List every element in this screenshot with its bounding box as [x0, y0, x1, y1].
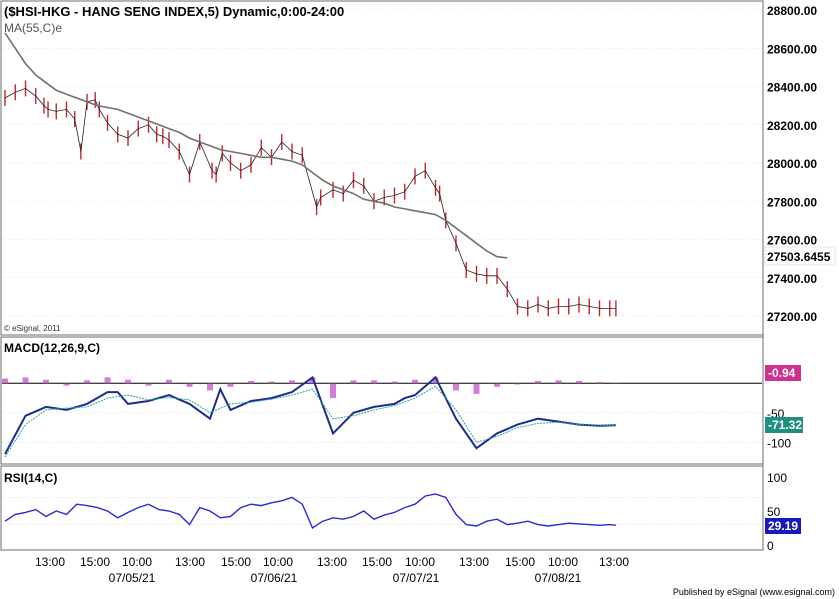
- x-date-label: 07/08/21: [535, 571, 582, 585]
- footer-credit: Published by eSignal (www.esignal.com): [673, 587, 835, 597]
- x-time-label: 13:00: [599, 555, 629, 569]
- price-grid: [2, 9, 762, 317]
- x-time-label: 15:00: [362, 555, 392, 569]
- macd-histogram-bar: [514, 383, 521, 385]
- price-tick-label: 28200.00: [767, 119, 817, 133]
- rsi-grid: [2, 497, 762, 525]
- signal-line: [4, 385, 616, 458]
- signal-value: -71.32: [768, 418, 802, 432]
- macd-histogram-bar: [84, 380, 90, 384]
- macd-value-badge: -0.94: [765, 365, 801, 381]
- macd-histogram-bar: [289, 380, 295, 384]
- macd-histogram-bar: [104, 377, 111, 384]
- price-tick-label: 28800.00: [767, 4, 817, 18]
- x-time-label: 15:00: [505, 555, 535, 569]
- price-tick-label: 27400.00: [767, 272, 817, 286]
- macd-histogram-bar: [330, 383, 336, 399]
- price-tick-label: 27200.00: [767, 310, 817, 324]
- x-time-label: 10:00: [122, 555, 152, 569]
- macd-panel-frame: [0, 336, 764, 465]
- macd-histogram-bar: [166, 379, 172, 384]
- chart-title: ($HSI-HKG - HANG SENG INDEX,5) Dynamic,0…: [4, 4, 344, 19]
- x-date-label: 07/05/21: [109, 571, 156, 585]
- price-tick-label: 28000.00: [767, 157, 817, 171]
- rsi-line: [4, 493, 616, 530]
- macd-histogram-bar: [596, 382, 603, 384]
- rsi-tick-labels: 100 50 0: [767, 471, 787, 553]
- macd-histogram-bar: [555, 380, 562, 384]
- x-date-label: 07/07/21: [393, 571, 440, 585]
- macd-histogram-bar: [2, 378, 8, 384]
- macd-histogram-bar: [22, 377, 29, 384]
- macd-histogram-bar: [309, 377, 316, 384]
- x-date-label: 07/06/21: [251, 571, 298, 585]
- price-last-value-badge: 27503.6455: [764, 246, 836, 266]
- rsi-title: RSI(14,C): [4, 471, 57, 485]
- macd-histogram-bar: [473, 383, 480, 394]
- macd-histogram-bar: [432, 377, 439, 384]
- macd-histogram-bar: [371, 380, 377, 384]
- macd-histogram-bar: [207, 383, 213, 391]
- price-tick-label: 28600.00: [767, 42, 817, 56]
- price-tick-label: 28400.00: [767, 81, 817, 95]
- ma-line: [4, 32, 508, 259]
- rsi-panel-frame: [0, 465, 764, 551]
- x-time-label: 15:00: [80, 555, 110, 569]
- macd-histogram-bar: [494, 383, 500, 387]
- price-tick-label: 27600.00: [767, 234, 817, 248]
- macd-histogram-bar: [350, 380, 357, 384]
- macd-series: [2, 375, 619, 458]
- macd-title: MACD(12,26,9,C): [4, 341, 100, 355]
- x-axis-labels: 13:00 15:00 10:00 13:00 15:00 10:00 13:00 15:00…: [35, 555, 629, 585]
- copyright-text: © eSignal, 2011: [4, 324, 61, 333]
- x-time-label: 10:00: [405, 555, 435, 569]
- ma-label: MA(55,C)e: [4, 21, 62, 35]
- price-tick-labels: 28800.00 28600.00 28400.00 28200.00 28000.00…: [767, 4, 817, 324]
- macd-histogram-bar: [43, 379, 49, 384]
- macd-histogram-bar: [145, 383, 152, 386]
- x-time-label: 15:00: [221, 555, 251, 569]
- price-tick-label: 27800.00: [767, 195, 817, 209]
- macd-tick-label: -100: [767, 436, 791, 450]
- macd-histogram-bar: [391, 381, 398, 384]
- signal-value-badge: -71.32: [765, 417, 803, 433]
- macd-value: -0.94: [768, 366, 796, 380]
- macd-histogram-bar: [248, 380, 254, 384]
- price-line: [4, 87, 616, 309]
- x-time-label: 13:00: [35, 555, 65, 569]
- macd-histogram-bar: [612, 383, 619, 384]
- macd-histogram-bar: [63, 383, 70, 386]
- x-time-label: 10:00: [263, 555, 293, 569]
- price-panel-frame: [0, 0, 764, 336]
- macd-histogram-bar: [576, 380, 582, 384]
- macd-histogram-bar: [125, 379, 131, 384]
- price-series: [4, 32, 617, 317]
- macd-histogram-bar: [412, 379, 418, 384]
- price-last-value: 27503.6455: [767, 250, 831, 264]
- macd-histogram-bar: [186, 383, 193, 387]
- x-time-label: 10:00: [548, 555, 578, 569]
- macd-histogram-bar: [227, 383, 234, 387]
- rsi-tick-label: 50: [767, 505, 781, 519]
- macd-line: [4, 375, 616, 455]
- rsi-value-badge: 29.19: [765, 518, 801, 534]
- macd-histogram-bar: [453, 383, 459, 391]
- rsi-tick-label: 0: [767, 539, 774, 553]
- macd-histogram-bar: [535, 380, 541, 384]
- x-time-label: 13:00: [459, 555, 489, 569]
- x-time-label: 13:00: [175, 555, 205, 569]
- macd-histogram-bar: [268, 381, 275, 384]
- rsi-series: [4, 493, 616, 530]
- rsi-value: 29.19: [768, 519, 798, 533]
- rsi-tick-label: 100: [767, 471, 787, 485]
- x-time-label: 13:00: [317, 555, 347, 569]
